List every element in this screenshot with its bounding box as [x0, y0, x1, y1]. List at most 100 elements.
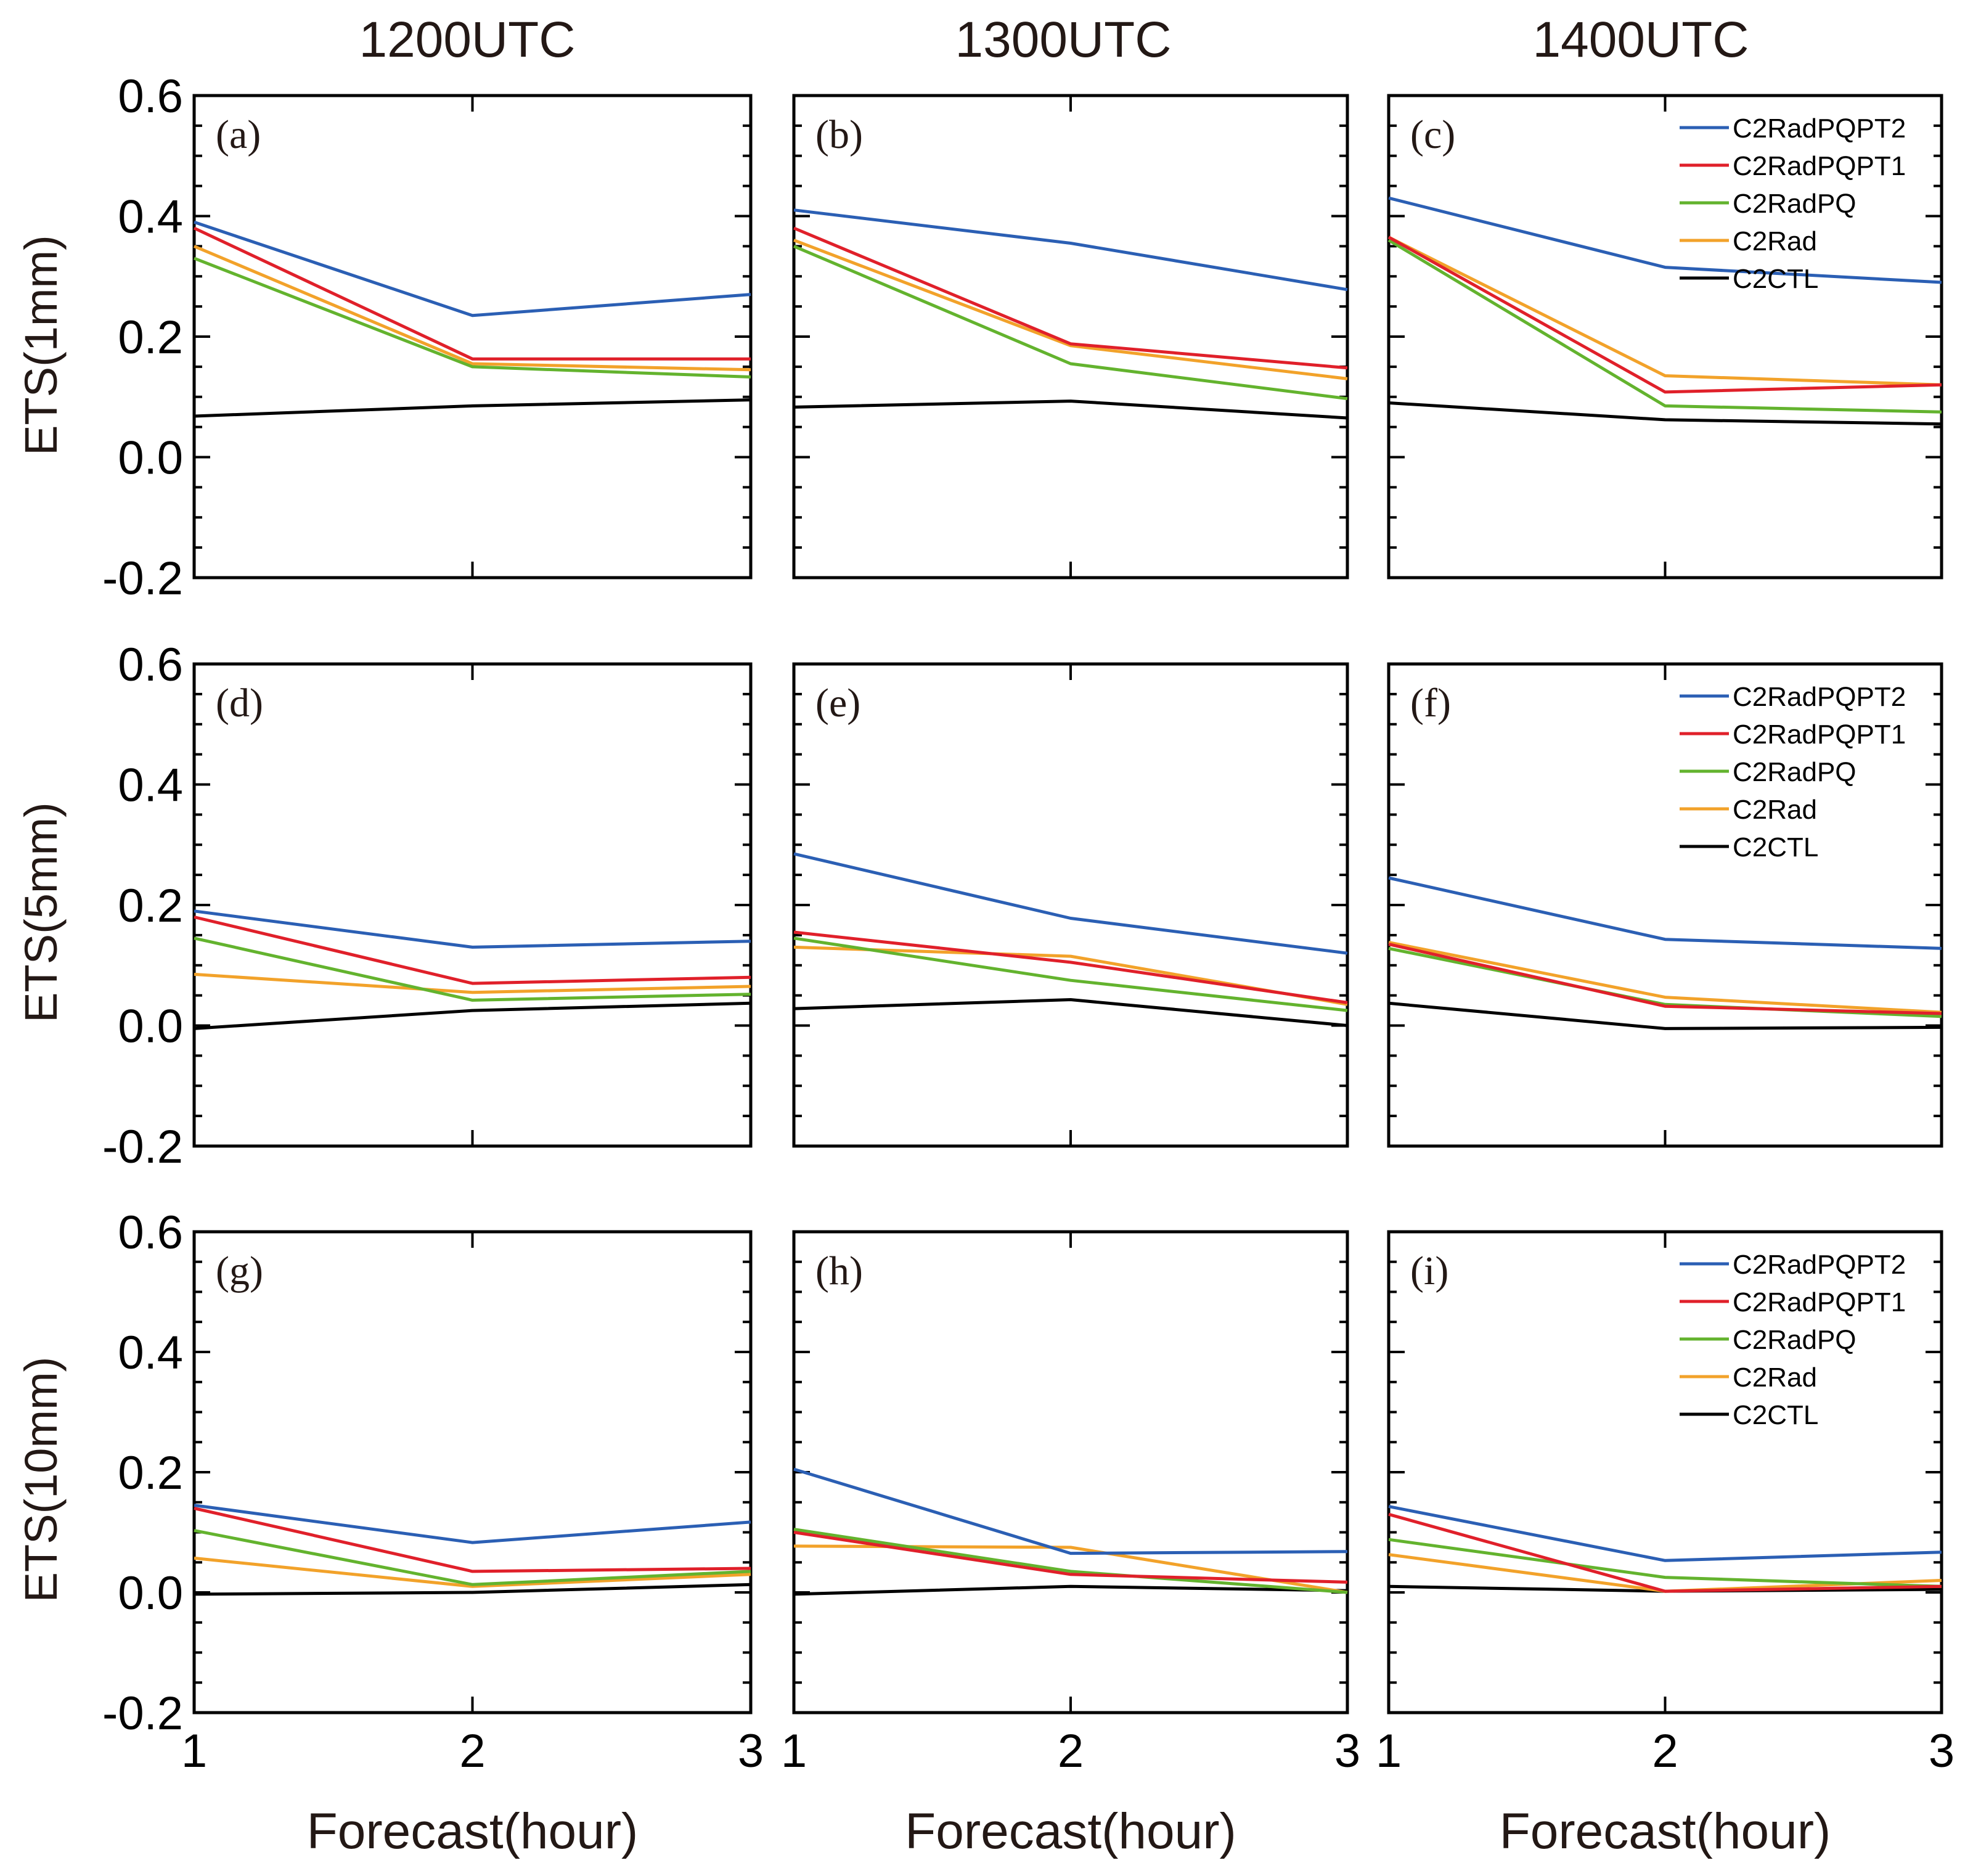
axis-ticks	[793, 663, 1349, 1147]
axis-ticks	[793, 94, 1349, 579]
series-line-c2radpq	[194, 256, 751, 379]
row-ylabel-1: ETS(1mm)	[15, 235, 67, 456]
series-line-c2rad	[1387, 236, 1942, 387]
panel-c: (c) C2RadPQPT2 C2RadPQPT1 C2RadPQ C2Rad C2CTL	[1387, 94, 1943, 580]
legend-label-c2ctl: C2CTL	[1733, 832, 1818, 862]
legend-label-c2rad: C2Rad	[1733, 1362, 1817, 1393]
panel-e: (e)	[792, 662, 1349, 1148]
y-tick-label: 0.2	[118, 880, 183, 932]
y-tick-label: -0.2	[102, 1687, 183, 1740]
plot-frame	[792, 1230, 1349, 1714]
panel-label: (i)	[1410, 1248, 1448, 1293]
y-tick-label: 0.4	[118, 1327, 183, 1379]
x-tick-label: 1	[1376, 1725, 1402, 1777]
legend-label-c2radpqpt1: C2RadPQPT1	[1733, 719, 1906, 750]
legend-label-c2rad: C2Rad	[1733, 226, 1817, 256]
series-line-c2radpqpt1	[793, 226, 1348, 370]
y-tick-label: 0.0	[118, 1001, 183, 1053]
legend-label-c2radpqpt2: C2RadPQPT2	[1733, 1250, 1906, 1280]
series-line-c2radpq	[793, 1528, 1348, 1594]
legend-label-c2radpqpt2: C2RadPQPT2	[1733, 113, 1906, 144]
panel-label: (b)	[815, 112, 863, 157]
y-tick-label: -0.2	[102, 552, 183, 605]
y-tick-label: 0.2	[118, 1447, 183, 1499]
x-axis-title: Forecast(hour)	[307, 1803, 639, 1859]
panel-label: (c)	[1410, 112, 1455, 157]
y-tick-label: 0.2	[118, 311, 183, 364]
panel-label: (d)	[216, 681, 263, 726]
series-line-c2radpqpt2	[1388, 876, 1942, 950]
column-title-1: 1200UTC	[359, 12, 576, 68]
plot-frame	[792, 94, 1349, 580]
axis-ticks	[193, 94, 752, 579]
series-line-c2radpq	[1388, 1538, 1942, 1588]
legend: C2RadPQPT2 C2RadPQPT1 C2RadPQ C2Rad C2CTL	[1680, 113, 1906, 294]
panel-d: 0.6 0.4 0.2 0.0 -0.2 (d)	[102, 639, 753, 1173]
series-line-c2radpqpt2	[793, 852, 1348, 955]
panel-f: (f) C2RadPQPT2 C2RadPQPT1 C2RadPQ C2Rad C2CTL	[1387, 662, 1943, 1148]
axis-ticks	[1387, 94, 1943, 579]
x-tick-label: 1	[781, 1725, 807, 1777]
series-line-c2radpqpt1	[1387, 236, 1942, 394]
axis-ticks	[193, 1231, 752, 1714]
axis-ticks	[1387, 663, 1943, 1147]
legend-label-c2ctl: C2CTL	[1733, 264, 1818, 294]
y-tick-label: 0.4	[118, 191, 183, 244]
axis-ticks	[793, 1231, 1349, 1714]
series-line-c2ctl	[194, 398, 751, 418]
plot-frame	[192, 662, 753, 1148]
panel-label: (h)	[815, 1248, 863, 1293]
series-line-c2radpqpt2	[194, 1504, 751, 1544]
panel-h: 1 2 3 Forecast(hour) (h)	[781, 1230, 1360, 1859]
series-line-c2radpq	[194, 1529, 751, 1586]
plot-frame	[792, 662, 1349, 1148]
series-line-c2rad	[194, 245, 751, 372]
series-line-c2radpqpt1	[1388, 1512, 1942, 1593]
series-line-c2radpq	[793, 936, 1348, 1012]
series-line-c2radpqpt2	[793, 208, 1348, 292]
y-tick-label: 0.0	[118, 1567, 183, 1620]
column-title-2: 1300UTC	[955, 12, 1172, 68]
x-axis-title: Forecast(hour)	[1500, 1803, 1831, 1859]
x-tick-label: 3	[738, 1725, 764, 1777]
y-tick-label: 0.0	[118, 432, 183, 485]
series-line-c2ctl	[1388, 401, 1942, 426]
series-line-c2radpqpt2	[1388, 1505, 1942, 1562]
y-tick-label: 0.4	[118, 760, 183, 812]
y-tick-label: -0.2	[102, 1121, 183, 1173]
legend-label-c2radpq: C2RadPQ	[1733, 1325, 1857, 1355]
legend: C2RadPQPT2 C2RadPQPT1 C2RadPQ C2Rad C2CTL	[1680, 1250, 1906, 1430]
series-line-c2ctl	[793, 399, 1348, 420]
legend-label-c2radpqpt1: C2RadPQPT1	[1733, 1287, 1906, 1317]
panel-b: (b)	[792, 94, 1349, 580]
x-tick-label: 3	[1334, 1725, 1360, 1777]
x-tick-label: 3	[1929, 1725, 1955, 1777]
series-line-c2radpqpt1	[793, 930, 1348, 1004]
y-tick-label: 0.6	[118, 70, 183, 123]
series-line-c2ctl	[793, 998, 1348, 1027]
panel-a: 0.6 0.4 0.2 0.0 -0.2 (a)	[102, 70, 753, 605]
series-line-c2radpqpt1	[194, 915, 751, 985]
x-tick-label: 2	[459, 1725, 485, 1777]
row-ylabel-3: ETS(10mm)	[15, 1357, 67, 1603]
series-line-c2ctl	[793, 1584, 1348, 1596]
axis-ticks	[1387, 1231, 1943, 1714]
series-line-c2radpqpt2	[194, 220, 751, 317]
series-line-c2radpqpt1	[1388, 943, 1942, 1015]
legend-label-c2rad: C2Rad	[1733, 795, 1817, 825]
panel-g: 0.6 0.4 0.2 0.0 -0.21 2 3 Forecast(hour) (g)	[102, 1206, 764, 1859]
series-line-c2radpqpt2	[793, 1467, 1348, 1555]
panel-label: (a)	[216, 112, 261, 157]
axis-ticks	[193, 663, 752, 1147]
legend: C2RadPQPT2 C2RadPQPT1 C2RadPQ C2Rad C2CTL	[1680, 682, 1906, 862]
series-line-c2rad	[793, 945, 1348, 1006]
series-line-c2radpq	[793, 245, 1348, 401]
series-line-c2ctl	[1388, 1001, 1942, 1030]
series-line-c2radpqpt1	[193, 226, 751, 361]
series-line-c2radpqpt1	[793, 1531, 1348, 1584]
x-tick-label: 2	[1652, 1725, 1678, 1777]
series-line-c2radpq	[1387, 239, 1942, 414]
column-title-3: 1400UTC	[1533, 12, 1749, 68]
y-tick-label: 0.6	[118, 1206, 183, 1259]
